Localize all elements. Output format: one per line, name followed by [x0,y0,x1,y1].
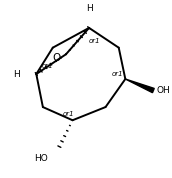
Text: or1: or1 [89,38,101,44]
Text: or1: or1 [112,71,124,77]
Polygon shape [125,79,154,93]
Text: OH: OH [157,86,170,95]
Text: H: H [13,70,20,78]
Text: or1: or1 [63,111,74,117]
Text: or1: or1 [42,63,54,69]
Text: HO: HO [34,154,48,163]
Text: H: H [86,4,92,13]
Text: O: O [52,53,60,63]
